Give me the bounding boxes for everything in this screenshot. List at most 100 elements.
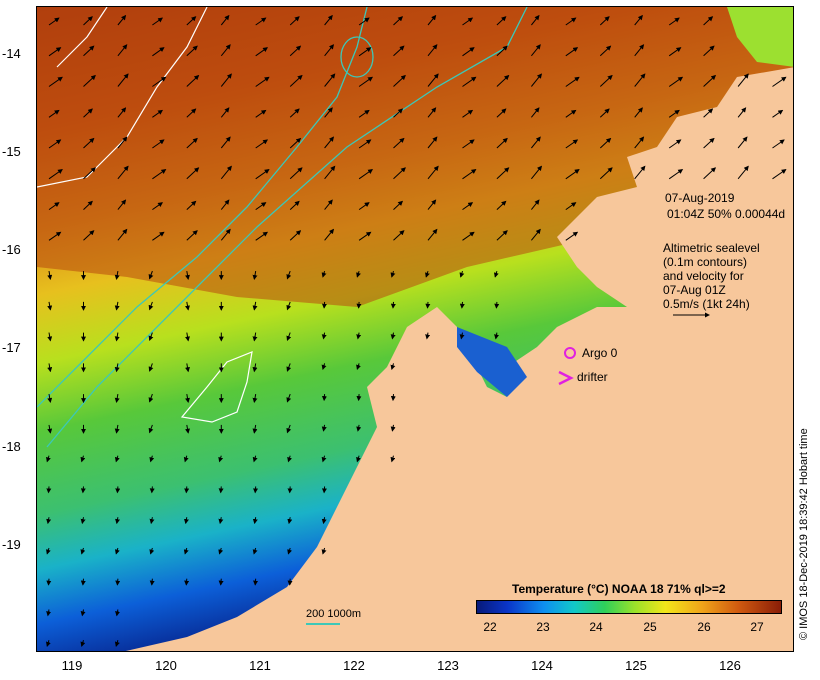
- velocity-arrow: [48, 169, 63, 180]
- velocity-arrow: [703, 45, 715, 57]
- lon-tick-label: 120: [155, 658, 177, 673]
- sealevel-contour-2: [56, 7, 108, 68]
- velocity-arrow: [531, 136, 541, 149]
- velocity-arrow: [83, 200, 93, 210]
- velocity-arrow: [220, 44, 231, 57]
- velocity-arrow: [185, 424, 190, 434]
- velocity-arrow: [152, 139, 165, 149]
- velocity-arrow: [390, 332, 396, 340]
- velocity-arrow: [427, 73, 439, 87]
- velocity-arrow: [83, 230, 95, 241]
- velocity-arrow: [496, 137, 508, 149]
- ne-cool-patch: [727, 7, 793, 67]
- colorbar-tick: 27: [750, 620, 764, 634]
- velocity-arrow: [46, 609, 52, 617]
- velocity-arrow: [737, 73, 749, 87]
- velocity-arrow: [356, 363, 361, 371]
- velocity-arrow: [252, 547, 258, 555]
- velocity-arrow: [427, 228, 438, 241]
- velocity-arrow: [80, 578, 86, 586]
- velocity-arrow: [599, 74, 613, 87]
- velocity-arrow: [152, 47, 165, 57]
- velocity-arrow: [565, 231, 579, 241]
- velocity-arrow: [358, 202, 370, 211]
- velocity-arrow: [462, 47, 475, 57]
- velocity-arrow: [358, 231, 372, 241]
- velocity-arrow: [324, 73, 336, 87]
- velocity-arrow: [253, 486, 259, 494]
- velocity-arrow: [115, 609, 120, 617]
- velocity-arrow: [324, 199, 333, 210]
- velocity-arrow: [286, 270, 292, 280]
- velocity-arrow: [114, 332, 120, 342]
- velocity-arrow: [48, 231, 62, 241]
- velocity-arrow: [46, 547, 51, 555]
- velocity-arrow: [255, 76, 270, 87]
- velocity-arrow: [496, 45, 508, 57]
- velocity-arrow: [46, 455, 51, 463]
- velocity-arrow: [149, 578, 155, 586]
- velocity-arrow: [358, 76, 374, 87]
- velocity-arrow: [390, 424, 396, 432]
- velocity-arrow: [321, 486, 327, 494]
- velocity-arrow: [252, 517, 258, 525]
- bay-cool-water: [457, 327, 527, 397]
- velocity-arrow: [393, 74, 406, 87]
- velocity-arrow: [286, 393, 292, 403]
- velocity-arrow: [46, 517, 52, 525]
- velocity-arrow: [496, 108, 507, 118]
- velocity-arrow: [117, 14, 127, 26]
- velocity-arrow: [114, 455, 120, 463]
- velocity-arrow: [255, 109, 267, 118]
- velocity-arrow: [634, 44, 645, 57]
- velocity-arrow: [185, 301, 190, 311]
- velocity-arrow: [218, 547, 224, 555]
- velocity-arrow: [427, 107, 437, 118]
- velocity-arrow: [393, 16, 404, 26]
- velocity-arrow: [393, 200, 404, 210]
- velocity-arrow: [289, 16, 300, 26]
- lat-tick-label: -19: [2, 537, 21, 552]
- velocity-arrow: [390, 363, 396, 371]
- velocity-arrow: [47, 363, 53, 373]
- velocity-arrow: [531, 165, 543, 180]
- velocity-arrow: [45, 640, 51, 647]
- velocity-arrow: [531, 73, 543, 87]
- velocity-arrow: [531, 44, 541, 57]
- velocity-arrow: [185, 394, 190, 403]
- velocity-arrow: [220, 107, 230, 118]
- velocity-arrow: [148, 393, 154, 403]
- colorbar-tick: 25: [643, 620, 657, 634]
- sst-map: 07-Aug-2019 01:04Z 50% 0.00044d Altimetr…: [36, 6, 794, 652]
- velocity-arrow: [286, 301, 292, 311]
- velocity-arrow: [462, 139, 475, 149]
- velocity-arrow: [286, 424, 292, 434]
- velocity-arrow: [48, 202, 60, 211]
- velocity-arrow: [565, 139, 579, 149]
- velocity-arrow: [186, 16, 197, 26]
- lat-tick-label: -15: [2, 144, 21, 159]
- velocity-arrow: [462, 76, 477, 87]
- velocity-arrow: [48, 47, 62, 57]
- velocity-arrow: [80, 486, 86, 494]
- argo-label: Argo 0: [582, 346, 618, 360]
- velocity-arrow: [462, 17, 474, 26]
- annotation-alt-5: 0.5m/s (1kt 24h): [663, 297, 750, 311]
- velocity-arrow: [152, 109, 164, 118]
- velocity-arrow: [634, 165, 646, 180]
- velocity-arrow: [459, 301, 465, 309]
- velocity-arrow: [47, 271, 53, 280]
- velocity-arrow: [425, 301, 431, 309]
- velocity-arrow: [117, 228, 128, 241]
- velocity-arrow: [634, 136, 645, 149]
- velocity-arrow: [321, 424, 327, 432]
- lat-tick-label: -18: [2, 439, 21, 454]
- velocity-arrow: [703, 16, 714, 26]
- velocity-arrow: [599, 167, 613, 180]
- velocity-arrow: [252, 301, 258, 311]
- velocity-arrow: [462, 231, 475, 241]
- velocity-arrow: [148, 424, 154, 434]
- velocity-arrow: [599, 16, 610, 26]
- velocity-arrow: [185, 271, 190, 280]
- velocity-arrow: [321, 301, 327, 309]
